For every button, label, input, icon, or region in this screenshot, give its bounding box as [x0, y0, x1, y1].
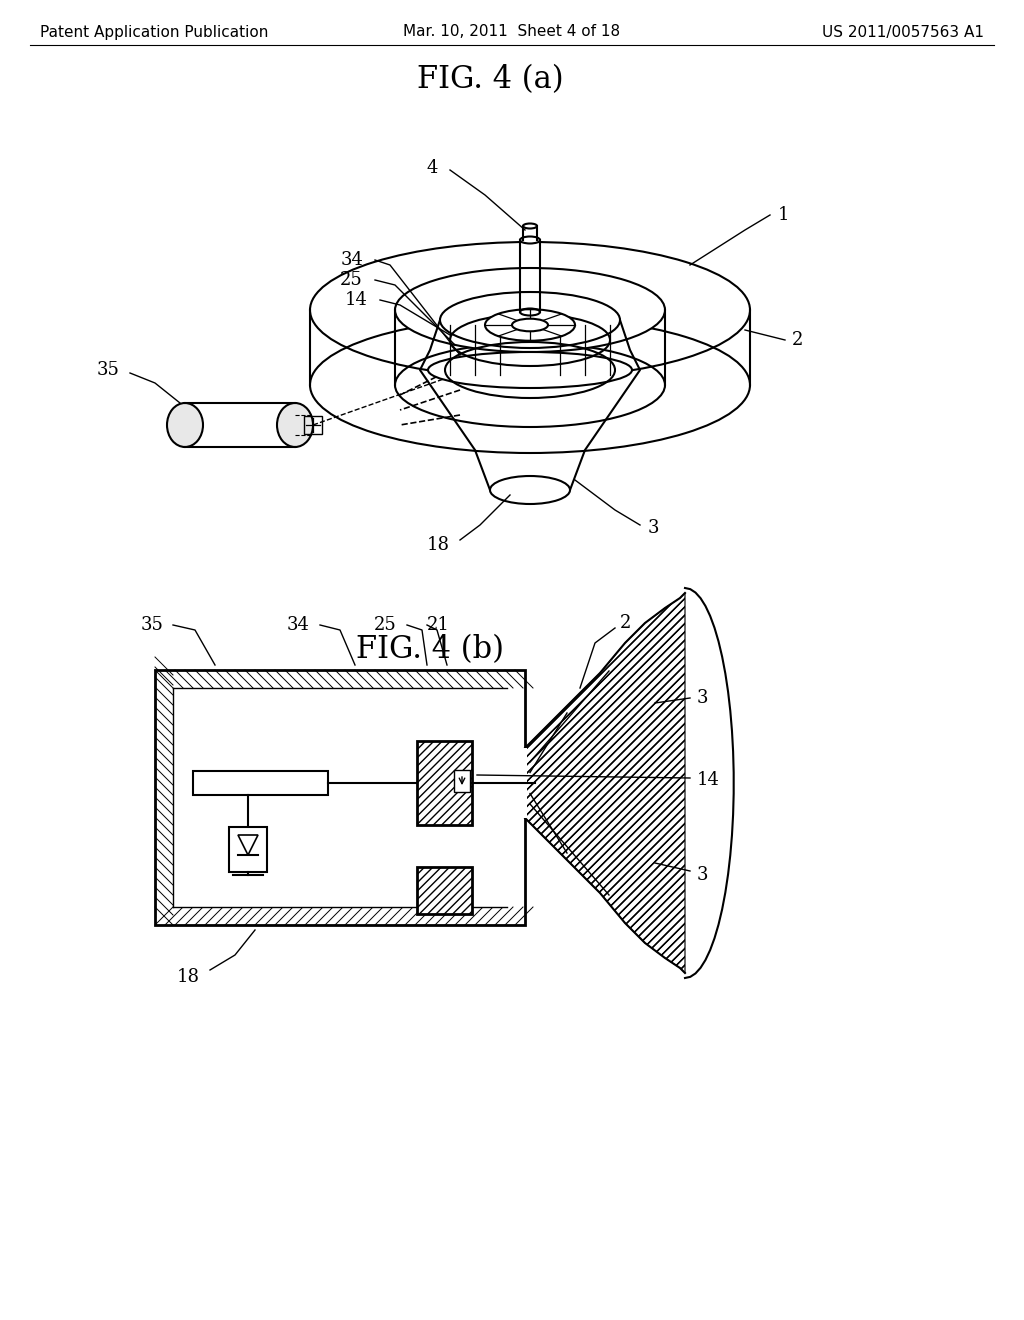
Text: FIG. 4 (a): FIG. 4 (a) [417, 65, 563, 95]
Ellipse shape [440, 292, 620, 348]
Ellipse shape [167, 403, 203, 447]
Text: 3: 3 [697, 866, 709, 884]
Text: 25: 25 [340, 271, 362, 289]
Ellipse shape [512, 318, 548, 331]
Text: 3: 3 [648, 519, 659, 537]
Text: Mar. 10, 2011  Sheet 4 of 18: Mar. 10, 2011 Sheet 4 of 18 [403, 25, 621, 40]
Ellipse shape [428, 352, 632, 388]
Ellipse shape [278, 403, 313, 447]
Bar [454, 770, 470, 792]
Text: 2: 2 [792, 331, 804, 348]
Text: 25: 25 [374, 616, 397, 634]
Ellipse shape [395, 268, 665, 352]
Text: US 2011/0057563 A1: US 2011/0057563 A1 [822, 25, 984, 40]
Bar [173, 688, 507, 907]
Text: 21: 21 [427, 616, 450, 634]
Text: FIG. 4 (b): FIG. 4 (b) [356, 635, 504, 665]
Text: 4: 4 [427, 158, 438, 177]
Text: Patent Application Publication: Patent Application Publication [40, 25, 268, 40]
Bar [304, 416, 322, 434]
Text: 18: 18 [427, 536, 450, 554]
Text: 3: 3 [697, 689, 709, 708]
Bar [523, 748, 527, 818]
Ellipse shape [523, 223, 537, 228]
Ellipse shape [490, 477, 570, 504]
Text: 14: 14 [345, 290, 368, 309]
Text: 35: 35 [97, 360, 120, 379]
Polygon shape [525, 593, 685, 973]
Text: 35: 35 [140, 616, 163, 634]
Ellipse shape [485, 309, 575, 341]
Bar [417, 867, 472, 913]
Ellipse shape [520, 236, 540, 243]
Text: 1: 1 [778, 206, 790, 224]
Bar [155, 671, 525, 925]
Text: 18: 18 [177, 968, 200, 986]
Bar [229, 828, 267, 873]
Text: 34: 34 [340, 251, 362, 269]
Text: 2: 2 [620, 614, 632, 632]
Text: 14: 14 [697, 771, 720, 789]
Bar [193, 771, 328, 795]
Bar [417, 741, 472, 825]
Text: 34: 34 [287, 616, 310, 634]
